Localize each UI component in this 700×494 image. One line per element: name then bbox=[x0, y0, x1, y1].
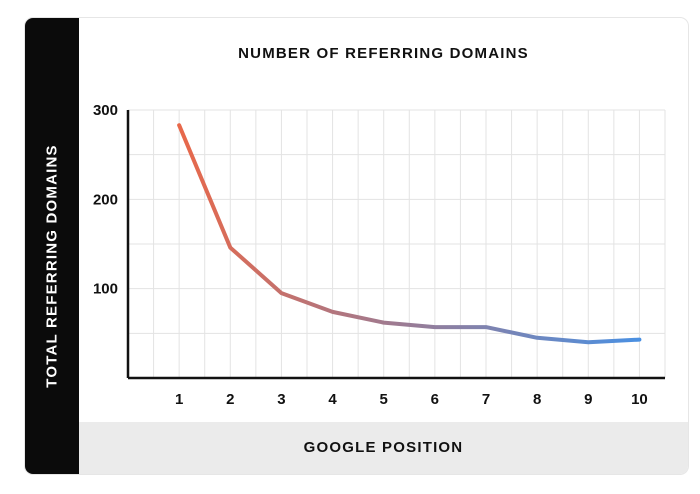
y-tick-label: 300 bbox=[93, 102, 118, 119]
chart-title: NUMBER OF REFERRING DOMAINS bbox=[238, 45, 529, 62]
y-tick-label: 200 bbox=[93, 191, 118, 208]
x-tick-label: 7 bbox=[482, 391, 490, 408]
x-tick-label: 3 bbox=[277, 391, 285, 408]
x-tick-label: 2 bbox=[226, 391, 234, 408]
x-tick-label: 9 bbox=[584, 391, 592, 408]
x-tick-label: 1 bbox=[175, 391, 183, 408]
x-tick-label: 10 bbox=[631, 391, 648, 408]
series-line bbox=[177, 123, 642, 345]
x-tick-label: 8 bbox=[533, 391, 541, 408]
x-axis-label: GOOGLE POSITION bbox=[303, 439, 464, 456]
y-axis-band: TOTAL REFERRING DOMAINS bbox=[25, 18, 79, 474]
x-tick-label: 4 bbox=[328, 391, 337, 408]
x-tick-label: 5 bbox=[380, 391, 388, 408]
y-tick-label: 100 bbox=[93, 281, 118, 298]
x-tick-label: 6 bbox=[431, 391, 439, 408]
x-axis-band: GOOGLE POSITION bbox=[79, 422, 688, 474]
chart-card: TOTAL REFERRING DOMAINS NUMBER OF REFERR… bbox=[25, 18, 688, 474]
